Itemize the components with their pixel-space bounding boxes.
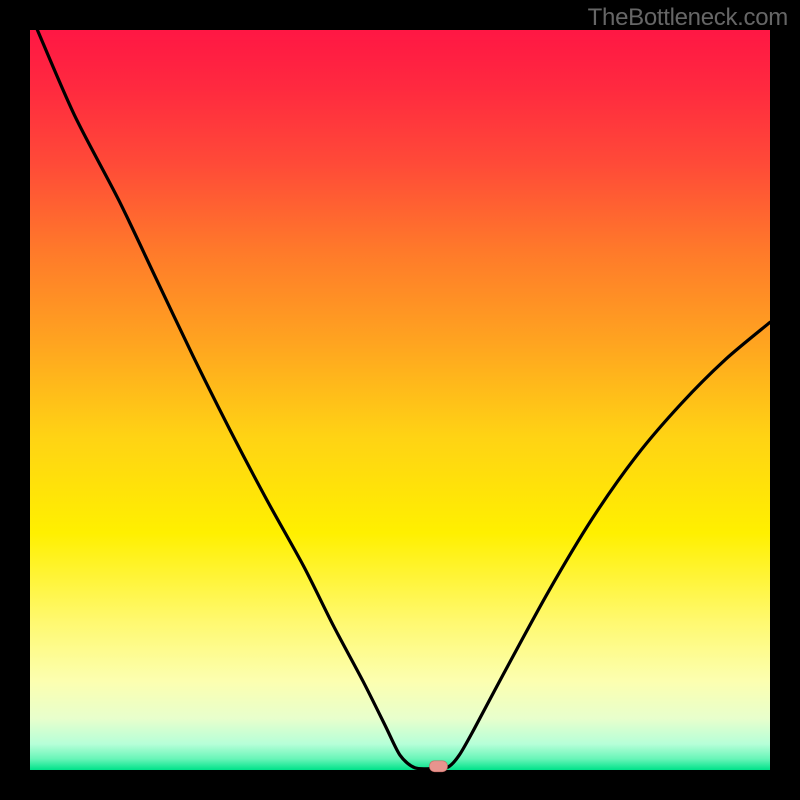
optimal-point-marker	[429, 761, 447, 772]
bottleneck-chart	[0, 0, 800, 800]
watermark-text: TheBottleneck.com	[588, 4, 788, 32]
chart-container: TheBottleneck.com	[0, 0, 800, 800]
plot-area-gradient	[30, 30, 770, 770]
